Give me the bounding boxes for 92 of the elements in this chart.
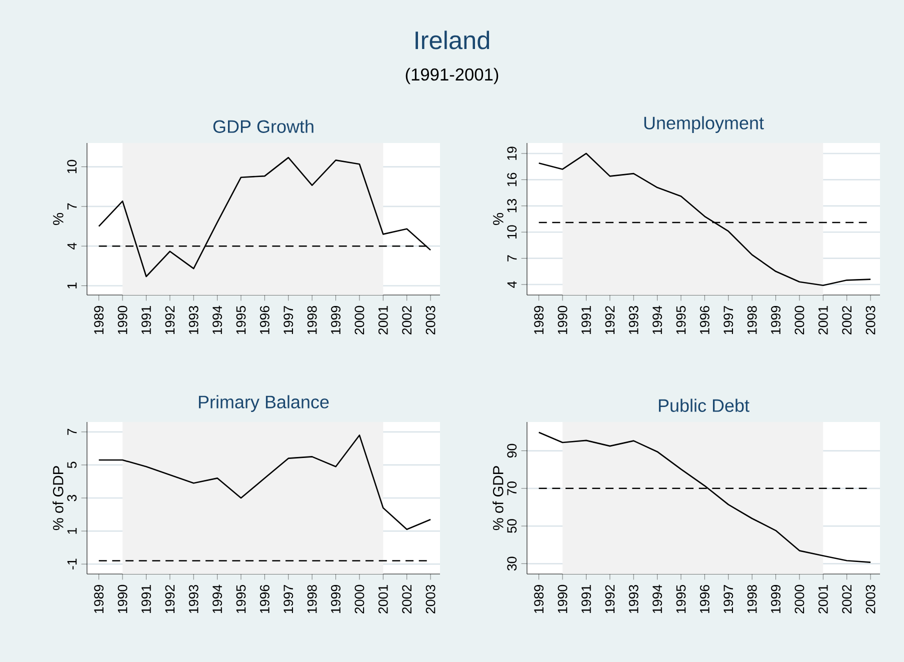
x-tick-label: 2000 — [354, 584, 364, 614]
x-tick-label: 2003 — [866, 306, 876, 334]
x-tick-label: 1995 — [676, 306, 686, 334]
x-tick-label: 2002 — [842, 306, 852, 334]
y-tick-label: 1 — [67, 528, 77, 534]
y-tick-label: 50 — [507, 519, 517, 533]
x-tick-label: 1996 — [700, 306, 710, 334]
x-tick-label: 1990 — [558, 306, 568, 334]
x-tick-label: 1993 — [188, 306, 198, 334]
x-tick-label: 1991 — [582, 585, 591, 614]
x-tick-label: 2002 — [402, 585, 412, 614]
chart-title: Unemployment — [644, 116, 764, 133]
chart-title: GDP Growth — [213, 120, 314, 133]
y-tick-label: 4 — [507, 281, 517, 288]
x-tick-label: 1996 — [700, 584, 710, 614]
y-tick-label: 5 — [67, 462, 77, 468]
y-axis-title: % of GDP — [52, 466, 64, 530]
x-tick-label: 2002 — [842, 585, 852, 614]
x-tick-label: 1992 — [165, 306, 175, 334]
x-tick-label: 1997 — [724, 585, 734, 614]
x-tick-label: 1997 — [284, 585, 294, 614]
line-series — [98, 156, 432, 278]
y-axis-title: % of GDP — [492, 466, 504, 530]
x-tick-label: 2002 — [402, 306, 412, 334]
y-axis-title: % — [53, 213, 64, 225]
x-tick-label: 1997 — [284, 306, 294, 334]
y-tick-label: 30 — [507, 556, 517, 571]
x-tick-label: 1989 — [94, 306, 104, 334]
x-tick-label: 2000 — [354, 306, 364, 334]
x-tick-label: 1999 — [331, 306, 340, 334]
x-tick-label: 1992 — [165, 585, 175, 614]
x-tick-label: 2001 — [378, 306, 388, 334]
x-tick-label: 1995 — [236, 306, 246, 334]
x-tick-label: 2000 — [794, 306, 804, 334]
x-tick-label: 1999 — [331, 585, 340, 614]
x-tick-label: 1999 — [771, 306, 780, 334]
x-tick-label: 1989 — [534, 585, 544, 614]
x-tick-label: 1991 — [582, 306, 591, 334]
y-tick-label: 19 — [507, 146, 517, 160]
text: (1991-2001) — [406, 68, 498, 84]
y-tick-label: 10 — [507, 225, 517, 238]
x-tick-label: 1990 — [558, 584, 568, 614]
y-tick-label: 16 — [507, 172, 517, 186]
x-tick-label: 1994 — [212, 306, 222, 334]
x-tick-label: 1989 — [534, 306, 544, 334]
x-tick-label: 2003 — [426, 584, 436, 614]
y-tick-label: 3 — [67, 494, 77, 502]
x-tick-label: 1991 — [142, 585, 151, 614]
y-tick-label: 7 — [507, 255, 517, 262]
x-tick-label: 2000 — [794, 584, 804, 614]
y-tick-label: 1 — [67, 282, 77, 288]
x-tick-label: 1994 — [212, 584, 222, 614]
chart-title: Public Debt — [658, 398, 750, 412]
x-tick-label: 2001 — [378, 585, 388, 614]
y-axis-title: % — [493, 213, 504, 225]
x-tick-label: 2003 — [426, 306, 436, 334]
x-tick-label: 1998 — [307, 306, 317, 334]
x-tick-label: 1991 — [142, 306, 151, 334]
x-tick-label: 1998 — [747, 306, 757, 334]
x-tick-label: 1989 — [94, 585, 104, 614]
x-tick-label: 1994 — [652, 306, 662, 334]
y-tick-label: 4 — [67, 242, 77, 250]
x-tick-label: 1992 — [605, 585, 615, 614]
line-series — [538, 152, 872, 286]
x-tick-label: 1995 — [236, 584, 246, 614]
y-tick-label: 7 — [67, 428, 77, 435]
x-tick-label: 1998 — [307, 584, 317, 614]
x-tick-label: 2003 — [866, 584, 876, 614]
chart-title: Primary Balance — [198, 395, 329, 412]
line-series — [538, 432, 872, 563]
x-tick-label: 1999 — [771, 585, 780, 614]
y-tick-label: 13 — [507, 199, 517, 212]
x-tick-label: 1996 — [260, 306, 270, 334]
x-tick-label: 1992 — [605, 306, 615, 334]
x-tick-label: 1993 — [628, 584, 638, 614]
x-tick-label: 1994 — [652, 584, 662, 614]
x-tick-label: 1998 — [747, 584, 757, 614]
x-tick-label: 2001 — [818, 306, 828, 334]
x-tick-label: 2001 — [818, 585, 828, 614]
x-tick-label: 1995 — [676, 584, 686, 614]
y-tick-label: 70 — [507, 482, 517, 496]
y-tick-label: 90 — [507, 444, 517, 458]
x-tick-label: 1993 — [188, 584, 198, 614]
x-tick-label: 1993 — [628, 306, 638, 334]
text: Ireland — [416, 30, 490, 50]
x-tick-label: 1990 — [118, 306, 128, 334]
y-tick-label: 10 — [67, 160, 77, 174]
y-tick-label: -1 — [67, 558, 77, 570]
x-tick-label: 1997 — [724, 306, 734, 334]
x-tick-label: 1990 — [118, 584, 128, 614]
y-tick-label: 7 — [67, 203, 77, 210]
x-tick-label: 1996 — [260, 584, 270, 614]
